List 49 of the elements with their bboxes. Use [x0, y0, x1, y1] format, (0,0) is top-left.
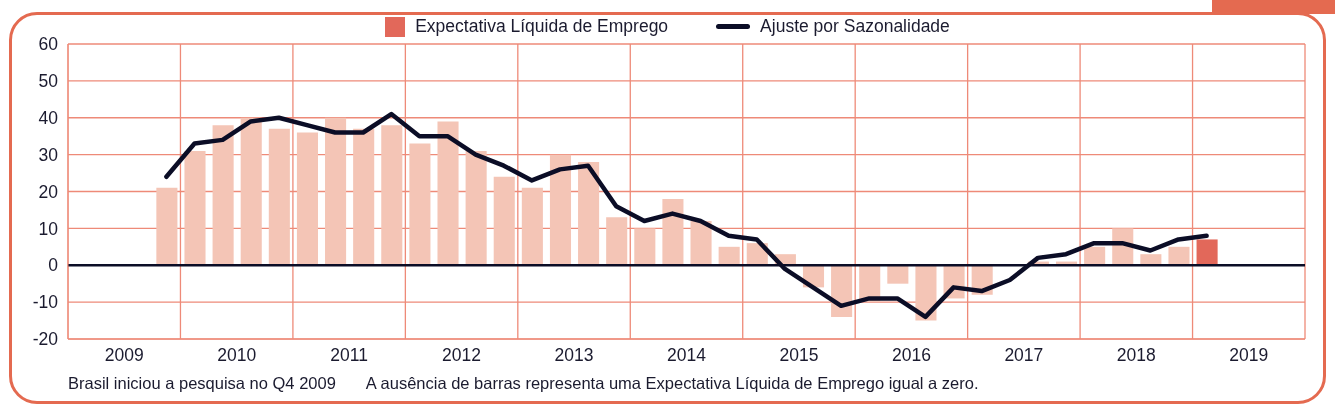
x-tick-label: 2018 — [1116, 345, 1156, 366]
bar — [1168, 246, 1190, 266]
bar — [296, 132, 318, 266]
text: A ausência de barras representa uma Expectativa Líquida de Emprego igual a zero. — [365, 374, 979, 393]
legend-label: Ajuste por Sazonalidade — [760, 16, 950, 37]
bar — [156, 187, 178, 266]
bar — [240, 117, 262, 266]
bar — [634, 228, 656, 266]
x-tick-label: 2009 — [104, 345, 144, 366]
bar — [662, 198, 684, 266]
x-tick-label: 2012 — [442, 345, 482, 366]
x-tick-label: 2010 — [217, 345, 257, 366]
bar — [353, 128, 375, 266]
y-tick-label: 20 — [38, 181, 59, 202]
bar — [521, 187, 543, 266]
y-tick-label: -10 — [32, 292, 59, 313]
y-tick-label: 60 — [38, 34, 59, 55]
x-tick-label: 2013 — [554, 345, 594, 366]
bar — [606, 217, 628, 266]
x-tick-label: 2016 — [891, 345, 931, 366]
legend-label: Expectativa Líquida de Emprego — [415, 16, 669, 37]
bar — [578, 162, 600, 266]
bar — [1140, 254, 1162, 266]
bar — [493, 176, 515, 266]
text: Brasil iniciou a pesquisa no Q4 2009 — [68, 374, 336, 393]
y-tick-label: 0 — [48, 255, 59, 276]
bar — [268, 128, 290, 266]
bar — [325, 117, 347, 266]
x-tick-label: 2019 — [1229, 345, 1269, 366]
y-tick-label: 10 — [38, 218, 59, 239]
bar — [381, 125, 403, 266]
bar — [549, 154, 572, 266]
y-tick-label: -20 — [32, 329, 59, 350]
bar — [437, 121, 459, 266]
bar — [718, 246, 740, 266]
bar — [1196, 239, 1218, 266]
y-tick-label: 30 — [38, 144, 59, 165]
x-tick-label: 2017 — [1004, 345, 1044, 366]
bar — [1084, 246, 1106, 266]
y-tick-label: 50 — [38, 71, 59, 92]
y-tick-label: 40 — [38, 107, 59, 128]
bar — [465, 150, 487, 266]
x-tick-label: 2011 — [330, 345, 368, 366]
x-tick-label: 2014 — [667, 345, 707, 366]
bar — [409, 143, 431, 266]
x-tick-label: 2015 — [779, 345, 819, 366]
bar — [212, 125, 234, 266]
bar — [690, 221, 712, 266]
bar — [184, 150, 206, 266]
